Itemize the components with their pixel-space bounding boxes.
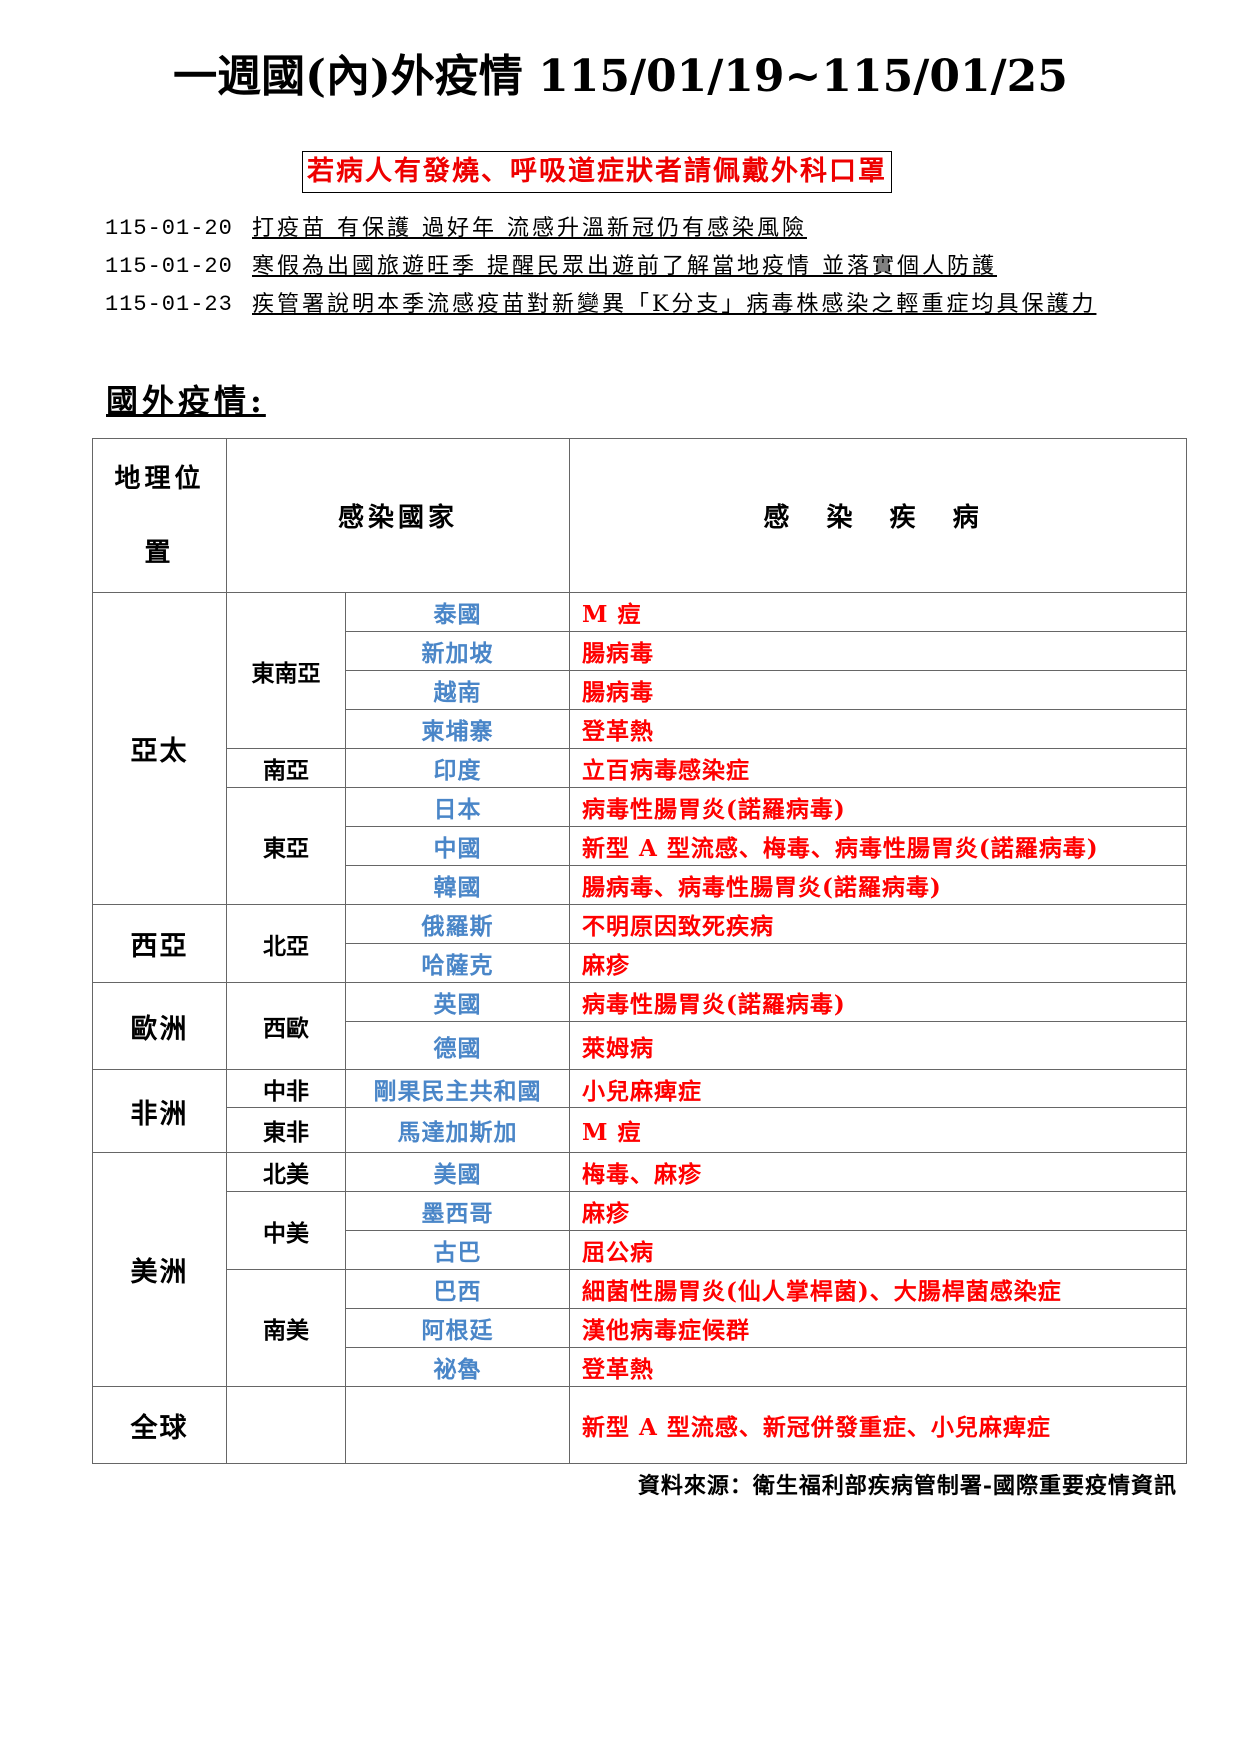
disease-cell: M 痘 [569, 592, 1187, 632]
country-cell: 德國 [344, 1021, 571, 1070]
table-row: 古巴 屈公病 [93, 1230, 1187, 1270]
subregion-cell: 東非 [226, 1107, 346, 1153]
subregion-cell: 西歐 [226, 982, 346, 1070]
region-cell: 非洲 [92, 1069, 227, 1153]
country-cell: 日本 [344, 787, 571, 827]
news-item: 115-01-20 寒假為出國旅遊旺季 提醒民眾出遊前了解當地疫情 並落實個人防護 [105, 248, 1185, 286]
table-row: 南美 巴西 細菌性腸胃炎(仙人掌桿菌)、大腸桿菌感染症 [93, 1269, 1187, 1387]
disease-cell: 不明原因致死疾病 [569, 904, 1187, 944]
country-cell: 剛果民主共和國 [344, 1069, 571, 1108]
region-cell: 歐洲 [92, 982, 227, 1070]
disease-cell: 病毒性腸胃炎(諾羅病毒) [569, 982, 1187, 1022]
disease-cell: 萊姆病 [569, 1021, 1187, 1070]
news-date: 115-01-20 [105, 254, 233, 279]
country-cell: 哈薩克 [344, 943, 571, 983]
table-row: 阿根廷 漢他病毒症候群 [93, 1308, 1187, 1348]
subregion-cell: 北亞 [226, 904, 346, 983]
disease-cell: 麻疹 [569, 1191, 1187, 1231]
header-location: 地理位置 [92, 438, 227, 593]
country-cell: 中國 [344, 826, 571, 866]
epidemic-table: 地理位置 感染國家 感 染 疾 病 亞太 東南亞 泰國 M 痘新加坡 腸病毒 越南 腸病毒柬… [92, 438, 1187, 1464]
section-heading: 國外疫情: [106, 382, 266, 420]
region-cell: 全球 [92, 1386, 227, 1464]
country-cell: 柬埔寨 [344, 709, 571, 749]
table-row: 新加坡 腸病毒 [93, 631, 1187, 671]
table-row: 南亞 印度 立百病毒感染症 [93, 748, 1187, 788]
disease-cell: 屈公病 [569, 1230, 1187, 1270]
country-cell: 馬達加斯加 [344, 1107, 571, 1153]
country-cell: 祕魯 [344, 1347, 571, 1387]
country-cell: 阿根廷 [344, 1308, 571, 1348]
subregion-cell: 東亞 [226, 787, 346, 905]
header-country: 感染國家 [225, 438, 571, 593]
table-row: 哈薩克 麻疹 [93, 943, 1187, 983]
disease-cell: 小兒麻痺症 [569, 1069, 1187, 1108]
subregion-cell: 中非 [226, 1069, 346, 1108]
country-cell: 韓國 [344, 865, 571, 905]
country-cell: 新加坡 [344, 631, 571, 671]
disease-cell: 腸病毒 [569, 631, 1187, 671]
table-row: 中美 墨西哥 麻疹 [93, 1191, 1187, 1270]
region-cell: 西亞 [92, 904, 227, 983]
disease-cell: 登革熱 [569, 1347, 1187, 1387]
table-header: 地理位置 感染國家 感 染 疾 病 [92, 438, 1187, 593]
disease-cell: 病毒性腸胃炎(諾羅病毒) [569, 787, 1187, 827]
table-row: 柬埔寨 登革熱 [93, 709, 1187, 749]
news-date: 115-01-23 [105, 292, 233, 317]
data-source: 資料來源：衛生福利部疾病管制署-國際重要疫情資訊 [637, 1473, 1177, 1499]
disease-cell: 腸病毒、病毒性腸胃炎(諾羅病毒) [569, 865, 1187, 905]
table-row: 祕魯 登革熱 [93, 1347, 1187, 1387]
country-cell: 印度 [344, 748, 571, 788]
disease-cell: M 痘 [569, 1107, 1187, 1153]
header-disease: 感 染 疾 病 [569, 438, 1187, 593]
country-cell: 越南 [344, 670, 571, 710]
news-item: 115-01-23 疾管署說明本季流感疫苗對新變異「K分支」病毒株感染之輕重症均具… [105, 286, 1185, 324]
disease-cell: 新型 A 型流感、新冠併發重症、小兒麻痺症 [569, 1386, 1187, 1464]
mask-warning: 若病人有發燒、呼吸道症狀者請佩戴外科口罩 [302, 151, 892, 193]
disease-cell: 腸病毒 [569, 670, 1187, 710]
news-list: 115-01-20 打疫苗 有保護 過好年 流感升溫新冠仍有感染風險 115-01… [105, 210, 1185, 324]
country-cell: 古巴 [344, 1230, 571, 1270]
subregion-cell [226, 1386, 346, 1464]
country-cell: 英國 [344, 982, 571, 1022]
table-row: 亞太 東南亞 泰國 M 痘 [92, 592, 1187, 905]
disease-cell: 立百病毒感染症 [569, 748, 1187, 788]
disease-cell: 梅毒、麻疹 [569, 1152, 1187, 1192]
subregion-cell: 東南亞 [226, 592, 346, 749]
table-row: 東亞 日本 病毒性腸胃炎(諾羅病毒) [93, 787, 1187, 905]
table-row: 東非 馬達加斯加 M 痘 [93, 1107, 1187, 1153]
subregion-cell: 南美 [226, 1269, 346, 1387]
disease-cell: 登革熱 [569, 709, 1187, 749]
news-link[interactable]: 疾管署說明本季流感疫苗對新變異「K分支」病毒株感染之輕重症均具保護力 [252, 292, 1097, 317]
disease-cell: 細菌性腸胃炎(仙人掌桿菌)、大腸桿菌感染症 [569, 1269, 1187, 1309]
disease-cell: 麻疹 [569, 943, 1187, 983]
region-cell: 美洲 [92, 1152, 227, 1387]
subregion-cell: 中美 [226, 1191, 346, 1270]
disease-cell: 新型 A 型流感、梅毒、病毒性腸胃炎(諾羅病毒) [569, 826, 1187, 866]
region-cell: 亞太 [92, 592, 227, 905]
disease-cell: 漢他病毒症候群 [569, 1308, 1187, 1348]
table-row: 非洲 中非 剛果民主共和國 小兒麻痺症 [92, 1069, 1187, 1153]
table-row: 德國 萊姆病 [93, 1021, 1187, 1070]
news-link[interactable]: 寒假為出國旅遊旺季 提醒民眾出遊前了解當地疫情 並落實個人防護 [252, 254, 997, 279]
table-row: 美洲 北美 美國 梅毒、麻疹 [92, 1152, 1187, 1387]
table-row: 韓國 腸病毒、病毒性腸胃炎(諾羅病毒) [93, 865, 1187, 905]
news-link[interactable]: 打疫苗 有保護 過好年 流感升溫新冠仍有感染風險 [252, 216, 807, 241]
country-cell: 巴西 [344, 1269, 571, 1309]
country-cell: 泰國 [344, 592, 571, 632]
table-row: 西亞 北亞 俄羅斯 不明原因致死疾病 [92, 904, 1187, 983]
subregion-cell: 北美 [226, 1152, 346, 1192]
page-title: 一週國(內)外疫情 115/01/19~115/01/25 [173, 51, 1068, 102]
news-item: 115-01-20 打疫苗 有保護 過好年 流感升溫新冠仍有感染風險 [105, 210, 1185, 248]
table-row: 全球 新型 A 型流感、新冠併發重症、小兒麻痺症 [92, 1386, 1187, 1464]
country-cell: 墨西哥 [344, 1191, 571, 1231]
table-row: 歐洲 西歐 英國 病毒性腸胃炎(諾羅病毒) [92, 982, 1187, 1070]
country-cell [344, 1386, 571, 1464]
country-cell: 美國 [344, 1152, 571, 1192]
country-cell: 俄羅斯 [344, 904, 571, 944]
subregion-cell: 南亞 [226, 748, 346, 788]
news-date: 115-01-20 [105, 216, 233, 241]
